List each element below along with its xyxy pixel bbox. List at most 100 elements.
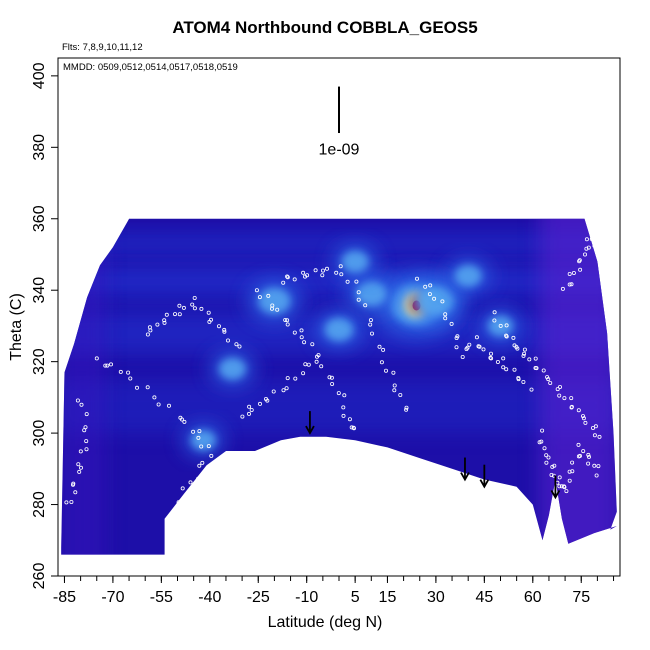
observation-point <box>105 363 110 368</box>
observation-point <box>381 347 386 352</box>
y-tick-label: 340 <box>31 277 48 304</box>
observation-point <box>192 295 197 300</box>
observation-point <box>586 461 591 466</box>
observation-point <box>583 252 588 257</box>
hotspot-5 <box>210 352 254 386</box>
observation-point <box>492 310 497 315</box>
observation-point <box>254 288 259 293</box>
observation-point <box>587 454 592 459</box>
observation-point <box>293 376 298 381</box>
observation-point <box>521 353 526 358</box>
y-tick-label: 300 <box>31 420 48 447</box>
observation-point <box>369 331 374 336</box>
hotspot-glow <box>324 317 354 342</box>
observation-point <box>275 307 280 312</box>
observation-point <box>597 434 602 439</box>
observation-point <box>590 233 595 238</box>
observation-point <box>488 355 493 360</box>
flights-note: Flts: 7,8,9,10,11,12 <box>62 42 143 53</box>
hotspot-glow <box>488 315 513 337</box>
observation-point <box>329 375 334 380</box>
observation-point <box>460 354 465 359</box>
observation-point <box>134 385 139 390</box>
observation-point <box>529 387 534 392</box>
y-tick-label: 360 <box>31 205 48 232</box>
observation-point <box>522 347 527 352</box>
observation-point <box>225 338 230 343</box>
observation-points <box>64 233 602 505</box>
observation-point <box>564 489 569 494</box>
observation-point <box>145 332 150 337</box>
observation-point <box>596 464 601 469</box>
field-band-3 <box>61 379 617 434</box>
observation-point <box>281 280 286 285</box>
observation-point <box>206 310 211 315</box>
observation-point <box>443 312 448 317</box>
observation-point <box>285 275 290 280</box>
hotspot-1 <box>407 278 465 324</box>
observation-point <box>191 429 196 434</box>
observation-point <box>324 266 329 271</box>
observation-point <box>557 484 562 489</box>
arrow-head <box>479 479 490 489</box>
observation-point <box>285 318 290 323</box>
observation-point <box>271 389 276 394</box>
arrow-head <box>550 489 561 500</box>
observation-point <box>338 264 343 269</box>
observation-point <box>269 306 274 311</box>
observation-point <box>581 416 586 421</box>
observation-point <box>199 306 204 311</box>
observation-point <box>391 370 396 375</box>
hotspot-glow <box>190 430 216 451</box>
x-tick-label: -40 <box>198 589 221 606</box>
observation-point <box>534 366 539 371</box>
observation-point <box>172 312 177 317</box>
hotspot-3 <box>315 311 363 348</box>
x-tick-label: 75 <box>572 589 590 606</box>
observation-point <box>492 318 497 323</box>
hotspot-glow <box>258 287 291 314</box>
observation-point <box>330 381 335 386</box>
observation-point <box>454 345 459 350</box>
observation-point <box>428 283 433 288</box>
observation-point <box>84 439 89 444</box>
observation-point <box>128 376 133 381</box>
observation-point <box>206 444 211 449</box>
observation-point <box>79 465 84 470</box>
observation-point <box>301 371 306 376</box>
observation-point <box>266 293 271 298</box>
observation-point <box>533 356 538 361</box>
field-west-tint <box>61 218 107 555</box>
observation-point <box>285 274 290 279</box>
observation-point <box>76 462 81 467</box>
observation-point <box>512 343 517 348</box>
down-arrow-3 <box>550 475 561 500</box>
observation-point <box>537 440 542 445</box>
observation-point <box>292 330 297 335</box>
observation-point <box>190 302 195 307</box>
observation-point <box>414 276 419 281</box>
observation-point <box>257 401 262 406</box>
observation-point <box>247 404 252 409</box>
observation-point <box>299 335 304 340</box>
observation-point <box>285 322 290 327</box>
observation-point <box>209 453 214 458</box>
observation-point <box>285 376 290 381</box>
observation-point <box>336 391 341 396</box>
observation-point <box>310 342 315 347</box>
observation-point <box>576 408 581 413</box>
observation-point <box>404 407 409 412</box>
observation-point <box>592 243 597 248</box>
observation-point <box>404 405 409 410</box>
observation-point <box>176 500 181 505</box>
observation-point <box>586 452 591 457</box>
observation-point <box>64 500 69 505</box>
heatmap-field <box>61 218 617 555</box>
observation-point <box>512 367 517 372</box>
hotspot-glow <box>341 250 369 273</box>
observation-point <box>569 396 574 401</box>
scale-label: 1e-09 <box>319 141 360 158</box>
x-tick-label: -85 <box>53 589 76 606</box>
observation-point <box>569 404 574 409</box>
